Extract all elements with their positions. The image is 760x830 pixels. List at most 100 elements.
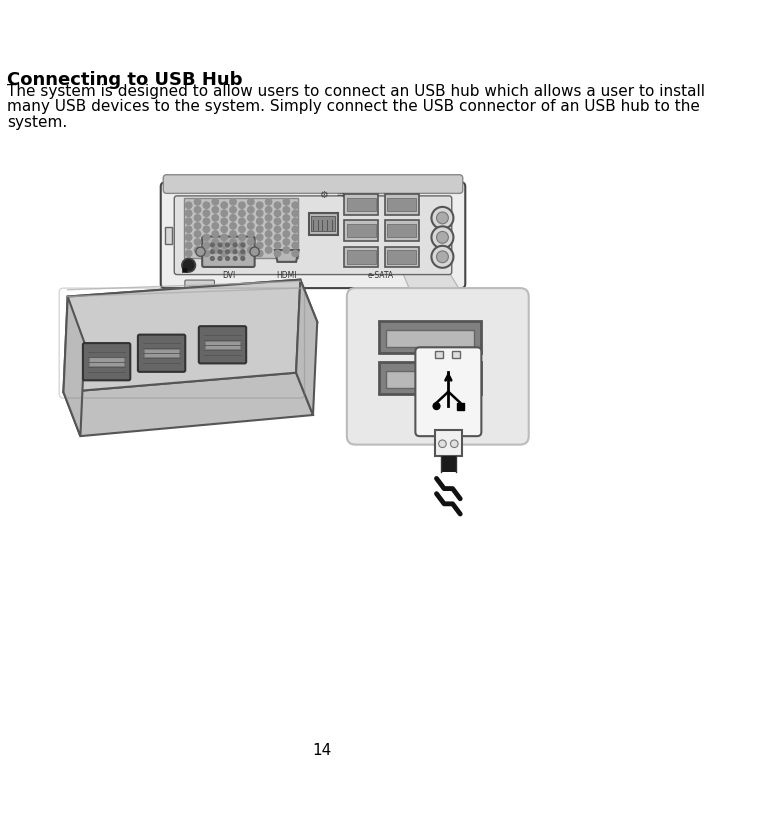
- Bar: [204, 340, 240, 349]
- Circle shape: [265, 247, 272, 253]
- Circle shape: [283, 207, 290, 213]
- Text: e-SATA: e-SATA: [368, 271, 394, 280]
- Circle shape: [203, 234, 210, 241]
- Circle shape: [283, 198, 290, 205]
- Circle shape: [274, 242, 280, 249]
- Text: ⚙: ⚙: [318, 190, 328, 200]
- Circle shape: [241, 250, 245, 254]
- Circle shape: [265, 207, 272, 213]
- Circle shape: [292, 234, 299, 241]
- Circle shape: [248, 215, 254, 221]
- Text: many USB devices to the system. Simply connect the USB connector of an USB hub t: many USB devices to the system. Simply c…: [7, 100, 700, 115]
- Bar: [388, 198, 416, 211]
- Circle shape: [212, 231, 219, 237]
- Circle shape: [283, 231, 290, 237]
- Circle shape: [233, 256, 237, 261]
- Circle shape: [203, 202, 210, 208]
- Circle shape: [436, 212, 448, 224]
- Bar: [385, 221, 419, 241]
- Circle shape: [221, 226, 227, 232]
- Circle shape: [239, 250, 245, 256]
- Bar: [386, 371, 473, 388]
- Circle shape: [256, 234, 263, 241]
- Circle shape: [248, 222, 254, 229]
- Bar: [441, 456, 456, 471]
- Circle shape: [218, 243, 222, 247]
- Circle shape: [248, 198, 254, 205]
- Bar: [165, 227, 172, 244]
- Circle shape: [432, 227, 454, 248]
- Circle shape: [212, 239, 219, 245]
- Circle shape: [233, 250, 237, 254]
- Circle shape: [203, 210, 210, 217]
- Circle shape: [230, 239, 236, 245]
- Circle shape: [239, 226, 245, 232]
- Circle shape: [195, 215, 201, 221]
- Circle shape: [212, 247, 219, 253]
- Bar: [379, 321, 480, 354]
- Circle shape: [221, 210, 227, 217]
- Circle shape: [203, 226, 210, 232]
- Circle shape: [292, 242, 299, 249]
- Circle shape: [196, 247, 205, 256]
- Circle shape: [274, 202, 280, 208]
- Circle shape: [292, 226, 299, 232]
- Circle shape: [185, 226, 192, 232]
- Circle shape: [436, 251, 448, 263]
- Circle shape: [250, 247, 259, 256]
- Circle shape: [436, 232, 448, 243]
- FancyBboxPatch shape: [83, 343, 130, 380]
- Bar: [89, 358, 125, 366]
- Circle shape: [221, 250, 227, 256]
- Bar: [347, 224, 375, 237]
- Bar: [379, 362, 480, 394]
- Circle shape: [283, 222, 290, 229]
- Bar: [386, 330, 473, 347]
- Circle shape: [185, 218, 192, 224]
- Bar: [385, 194, 419, 214]
- Bar: [457, 403, 464, 409]
- Circle shape: [256, 210, 263, 217]
- FancyBboxPatch shape: [416, 347, 481, 436]
- Circle shape: [230, 247, 236, 253]
- Circle shape: [218, 256, 222, 261]
- Circle shape: [195, 198, 201, 205]
- FancyBboxPatch shape: [347, 288, 529, 445]
- Circle shape: [256, 242, 263, 249]
- Circle shape: [195, 239, 201, 245]
- Circle shape: [239, 218, 245, 224]
- Circle shape: [283, 215, 290, 221]
- Bar: [435, 351, 443, 359]
- Circle shape: [239, 234, 245, 241]
- FancyBboxPatch shape: [202, 237, 255, 267]
- Circle shape: [248, 239, 254, 245]
- Circle shape: [221, 202, 227, 208]
- Polygon shape: [63, 373, 313, 436]
- Circle shape: [226, 243, 230, 247]
- FancyBboxPatch shape: [174, 196, 451, 275]
- Circle shape: [230, 198, 236, 205]
- Circle shape: [195, 247, 201, 253]
- Polygon shape: [366, 185, 463, 295]
- Circle shape: [292, 250, 299, 256]
- Circle shape: [292, 218, 299, 224]
- Circle shape: [221, 218, 227, 224]
- Circle shape: [265, 198, 272, 205]
- Circle shape: [241, 243, 245, 247]
- Text: DVI: DVI: [222, 271, 235, 280]
- Circle shape: [432, 207, 454, 229]
- Circle shape: [265, 222, 272, 229]
- Circle shape: [265, 239, 272, 245]
- Circle shape: [248, 231, 254, 237]
- Circle shape: [274, 210, 280, 217]
- Circle shape: [433, 403, 440, 409]
- Circle shape: [256, 250, 263, 256]
- Circle shape: [185, 202, 192, 208]
- Polygon shape: [296, 280, 317, 415]
- Circle shape: [211, 243, 214, 247]
- Circle shape: [203, 242, 210, 249]
- Circle shape: [265, 231, 272, 237]
- Circle shape: [185, 210, 192, 217]
- Bar: [144, 349, 179, 358]
- Circle shape: [274, 226, 280, 232]
